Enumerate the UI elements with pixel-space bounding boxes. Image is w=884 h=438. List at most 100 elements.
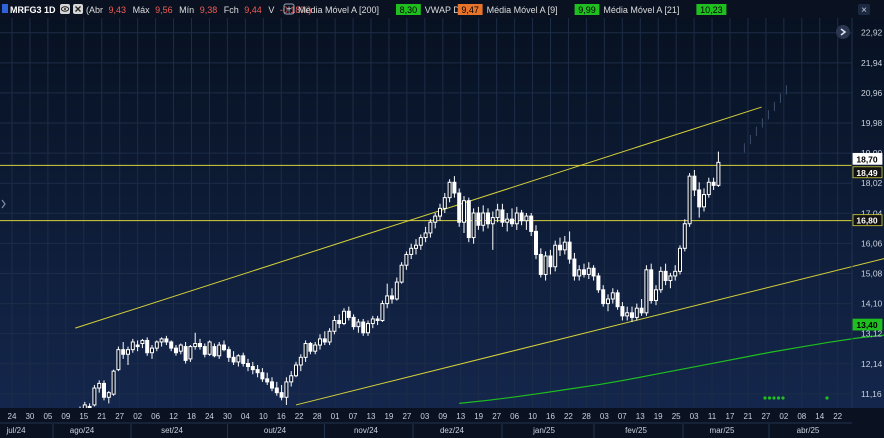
- candle[interactable]: [246, 358, 250, 372]
- candle[interactable]: [236, 354, 241, 367]
- candle[interactable]: [414, 239, 418, 255]
- candle[interactable]: [682, 219, 687, 252]
- candle[interactable]: [116, 346, 121, 372]
- candle[interactable]: [562, 236, 567, 255]
- candle[interactable]: [198, 338, 202, 350]
- candle[interactable]: [558, 237, 562, 256]
- candle[interactable]: [174, 345, 178, 356]
- candle[interactable]: [471, 208, 476, 244]
- candle[interactable]: [361, 318, 366, 336]
- candle[interactable]: [514, 206, 519, 230]
- candle[interactable]: [586, 262, 591, 280]
- candle[interactable]: [649, 263, 654, 304]
- collapse-panel-icon[interactable]: [1, 199, 6, 209]
- candle[interactable]: [260, 368, 265, 382]
- candle[interactable]: [202, 343, 207, 358]
- candle[interactable]: [678, 245, 682, 275]
- candle[interactable]: [442, 193, 447, 213]
- indicator-label[interactable]: VWAP D: [425, 5, 461, 15]
- candle[interactable]: [322, 331, 327, 346]
- add-indicator-button[interactable]: +: [283, 3, 295, 16]
- candle[interactable]: [102, 380, 106, 401]
- candle[interactable]: [193, 332, 198, 350]
- candle[interactable]: [222, 340, 226, 352]
- sma200-line[interactable]: [459, 325, 884, 404]
- candle[interactable]: [270, 377, 274, 392]
- candle[interactable]: [231, 351, 236, 366]
- candle[interactable]: [337, 314, 342, 329]
- candle[interactable]: [145, 337, 150, 356]
- candle[interactable]: [495, 203, 500, 223]
- candle[interactable]: [654, 285, 658, 306]
- candle[interactable]: [207, 340, 212, 356]
- eye-icon[interactable]: [60, 4, 70, 14]
- candle[interactable]: [178, 343, 183, 355]
- candle[interactable]: [126, 346, 130, 366]
- candle[interactable]: [447, 179, 452, 203]
- candle[interactable]: [658, 266, 663, 293]
- candle[interactable]: [706, 177, 711, 198]
- indicator-label[interactable]: Média Móvel A [200]: [298, 5, 379, 15]
- candle[interactable]: [462, 196, 466, 233]
- candle[interactable]: [346, 306, 351, 321]
- candle[interactable]: [226, 346, 231, 362]
- candle[interactable]: [634, 303, 639, 321]
- symbol-label[interactable]: MRFG3 1D: [10, 5, 56, 15]
- candle[interactable]: [366, 320, 370, 336]
- candle[interactable]: [673, 265, 678, 281]
- candle[interactable]: [644, 265, 649, 316]
- candle[interactable]: [702, 188, 706, 212]
- candle[interactable]: [716, 151, 721, 187]
- candle[interactable]: [620, 302, 625, 321]
- candle[interactable]: [212, 343, 217, 358]
- candle[interactable]: [394, 277, 399, 301]
- close-series-icon[interactable]: [73, 4, 83, 14]
- candle[interactable]: [217, 341, 222, 359]
- candle[interactable]: [289, 371, 294, 387]
- candle[interactable]: [457, 188, 462, 227]
- candle[interactable]: [342, 308, 346, 326]
- candle[interactable]: [438, 203, 442, 221]
- candle[interactable]: [538, 248, 543, 278]
- indicator-label[interactable]: Média Móvel A [21]: [603, 5, 679, 15]
- trend-line[interactable]: [75, 106, 762, 329]
- candle[interactable]: [567, 231, 572, 264]
- candle[interactable]: [265, 372, 270, 385]
- indicator-label[interactable]: Média Móvel A [9]: [487, 5, 558, 15]
- candle[interactable]: [97, 380, 102, 393]
- candle[interactable]: [476, 206, 481, 230]
- candle[interactable]: [486, 208, 490, 229]
- candle[interactable]: [284, 377, 289, 405]
- candle[interactable]: [150, 345, 154, 359]
- candle[interactable]: [692, 170, 697, 197]
- candle[interactable]: [255, 365, 260, 378]
- trend-line[interactable]: [295, 233, 884, 406]
- candle[interactable]: [241, 352, 246, 367]
- candle[interactable]: [524, 213, 529, 230]
- candle[interactable]: [279, 384, 284, 401]
- candle[interactable]: [615, 289, 620, 310]
- candle[interactable]: [294, 361, 298, 378]
- candle[interactable]: [332, 315, 337, 335]
- candle[interactable]: [303, 340, 308, 362]
- candle[interactable]: [404, 251, 409, 270]
- candle[interactable]: [351, 314, 356, 330]
- candle[interactable]: [385, 283, 390, 309]
- candle[interactable]: [505, 213, 510, 232]
- candle[interactable]: [630, 306, 634, 323]
- candle[interactable]: [169, 340, 174, 352]
- candle[interactable]: [370, 315, 375, 329]
- candle[interactable]: [111, 369, 116, 396]
- candle[interactable]: [596, 272, 601, 293]
- candle[interactable]: [452, 176, 457, 198]
- candle[interactable]: [327, 328, 332, 346]
- candle[interactable]: [663, 263, 668, 286]
- candle[interactable]: [591, 265, 596, 281]
- candle[interactable]: [582, 263, 586, 278]
- candle[interactable]: [92, 384, 97, 407]
- candle[interactable]: [308, 341, 313, 355]
- candle[interactable]: [313, 341, 318, 355]
- candle[interactable]: [418, 234, 423, 250]
- candle[interactable]: [610, 288, 615, 304]
- candle[interactable]: [183, 341, 188, 364]
